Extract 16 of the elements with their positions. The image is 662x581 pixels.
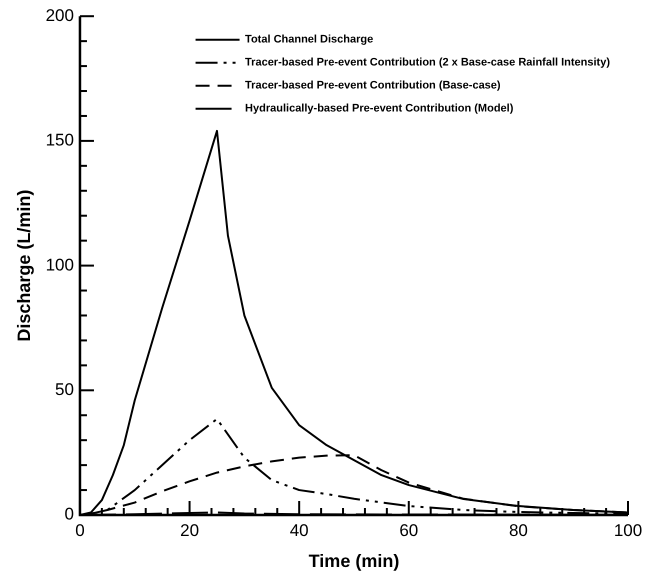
- x-tick-label: 40: [290, 520, 309, 540]
- x-tick-label: 20: [180, 520, 200, 540]
- legend-label: Tracer-based Pre-event Contribution (2 x Base-case Rainfall Intensity): [245, 56, 610, 69]
- y-tick-label: 150: [46, 130, 74, 150]
- x-tick-label: 80: [508, 520, 528, 540]
- y-tick-label: 100: [46, 255, 74, 274]
- y-tick-label: 0: [64, 504, 74, 524]
- legend-label: Tracer-based Pre-event Contribution (Base-case): [245, 80, 501, 92]
- y-tick-label: 50: [55, 380, 74, 399]
- y-axis-title: Discharge (L/min): [14, 190, 34, 342]
- x-tick-label: 100: [614, 520, 642, 540]
- x-axis-title: Time (min): [308, 551, 400, 572]
- legend-label: Total Channel Discharge: [245, 34, 374, 46]
- legend-label: Hydraulically-based Pre-event Contribution (Model): [245, 102, 514, 115]
- x-tick-label: 60: [399, 520, 418, 540]
- y-tick-label: 200: [46, 6, 74, 25]
